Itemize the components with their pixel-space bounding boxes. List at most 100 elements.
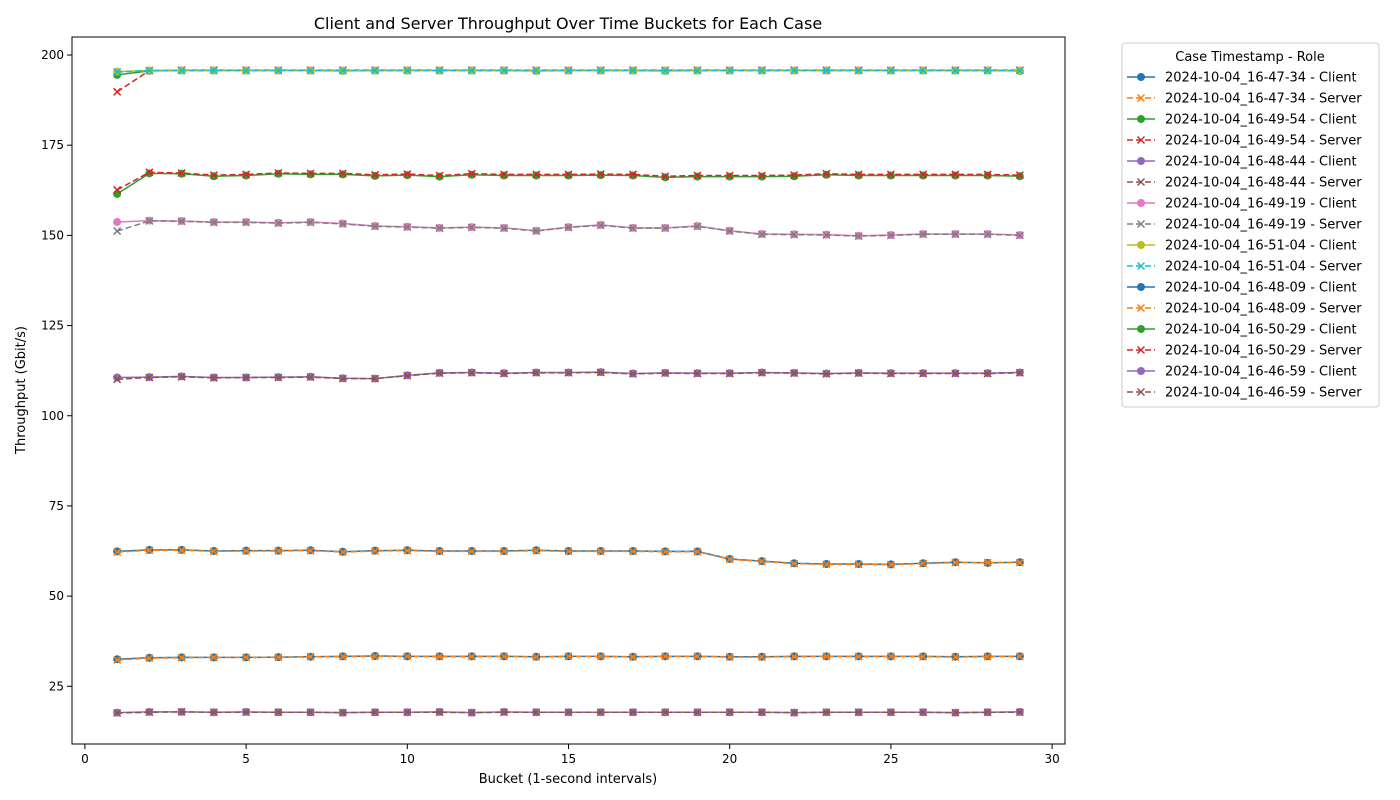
data-point	[661, 172, 670, 181]
data-point	[919, 559, 928, 568]
data-point	[338, 66, 347, 75]
data-point	[306, 546, 315, 555]
data-point	[1015, 368, 1024, 377]
data-point	[661, 66, 670, 75]
y-tick-label: 75	[49, 499, 64, 513]
data-point	[951, 171, 960, 180]
legend-title: Case Timestamp - Role	[1175, 50, 1324, 65]
legend-label: 2024-10-04_16-51-04 - Server	[1165, 260, 1362, 275]
x-tick-label: 30	[1044, 752, 1059, 766]
legend-label: 2024-10-04_16-49-19 - Server	[1165, 218, 1362, 233]
data-point	[822, 708, 831, 717]
data-point	[499, 652, 509, 661]
series-line	[116, 171, 1020, 191]
data-point	[596, 368, 605, 377]
data-point	[338, 548, 347, 557]
data-point	[371, 374, 380, 383]
plot-area	[113, 66, 1024, 718]
data-point	[886, 171, 895, 180]
data-point	[725, 172, 734, 181]
y-tick-label: 175	[41, 138, 64, 152]
data-point	[919, 708, 928, 717]
data-point	[403, 223, 412, 232]
data-point	[886, 231, 895, 240]
data-point	[757, 653, 766, 662]
y-tick-label: 50	[49, 589, 64, 603]
data-point	[661, 224, 670, 233]
data-point	[919, 66, 928, 75]
y-axis-label: Throughput (Gbit/s)	[14, 326, 29, 455]
data-point	[951, 708, 960, 717]
data-point	[983, 230, 992, 239]
series-9	[113, 66, 1024, 77]
y-tick-label: 125	[41, 319, 64, 333]
data-point	[983, 652, 992, 661]
data-point	[628, 547, 638, 556]
data-point	[371, 170, 380, 179]
data-point	[403, 371, 412, 380]
legend-item: 2024-10-04_16-47-34 - Client	[1127, 71, 1357, 86]
data-point	[145, 373, 154, 382]
data-point	[757, 230, 766, 239]
series-7	[113, 216, 1024, 241]
series-1	[113, 652, 1024, 664]
data-point	[467, 170, 476, 179]
data-point	[822, 369, 831, 378]
data-point	[177, 217, 186, 226]
data-point	[661, 173, 670, 182]
data-point	[274, 66, 283, 75]
legend-marker	[1137, 157, 1145, 165]
data-point	[532, 170, 541, 179]
data-point	[1015, 231, 1024, 240]
data-point	[499, 547, 509, 556]
data-point	[403, 171, 412, 180]
data-point	[532, 368, 541, 377]
data-point	[854, 708, 863, 717]
data-point	[854, 66, 863, 75]
legend-marker	[1136, 303, 1146, 313]
legend-item: 2024-10-04_16-51-04 - Server	[1127, 260, 1362, 275]
legend-marker	[1136, 135, 1146, 145]
data-point	[1015, 708, 1024, 717]
data-point	[306, 66, 315, 75]
data-point	[596, 221, 605, 230]
data-point	[661, 369, 670, 378]
series-layer	[113, 66, 1024, 718]
data-point	[983, 708, 992, 717]
data-point	[661, 708, 670, 717]
data-point	[467, 66, 476, 75]
data-point	[209, 708, 218, 717]
legend-marker	[1136, 177, 1146, 187]
legend-label: 2024-10-04_16-49-54 - Client	[1165, 113, 1357, 128]
data-point	[886, 170, 895, 179]
data-point	[886, 708, 895, 717]
data-point	[951, 66, 960, 75]
data-point	[403, 708, 412, 717]
data-point	[274, 546, 283, 556]
data-point	[467, 652, 476, 661]
data-point	[338, 219, 347, 228]
data-point	[435, 708, 444, 717]
data-point	[790, 66, 799, 75]
legend-label: 2024-10-04_16-51-04 - Client	[1165, 239, 1357, 254]
plot-frame	[71, 36, 1066, 745]
data-point	[145, 168, 154, 177]
data-point	[209, 373, 218, 382]
data-point	[274, 653, 283, 662]
data-point	[145, 66, 154, 75]
legend-frame	[1121, 42, 1380, 408]
data-point	[1015, 171, 1024, 180]
legend-item: 2024-10-04_16-50-29 - Server	[1127, 344, 1362, 359]
legend-item: 2024-10-04_16-47-34 - Server	[1127, 92, 1362, 107]
legend-marker	[1136, 345, 1146, 355]
data-point	[886, 652, 895, 661]
y-tick-label: 150	[41, 228, 64, 242]
data-point	[919, 652, 928, 661]
data-point	[983, 171, 992, 180]
data-point	[435, 369, 444, 378]
data-point	[790, 708, 799, 717]
data-point	[628, 170, 638, 179]
legend-item: 2024-10-04_16-51-04 - Client	[1127, 239, 1357, 254]
legend-label: 2024-10-04_16-49-19 - Client	[1165, 197, 1357, 212]
data-point	[854, 232, 863, 241]
